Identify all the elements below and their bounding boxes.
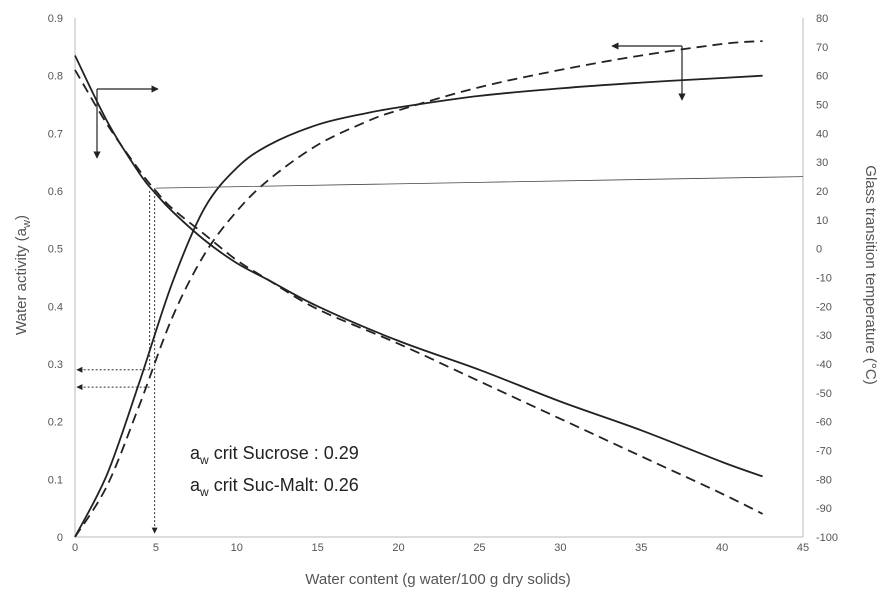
series-line-5-thin — [155, 176, 804, 189]
y2-tick-label: -80 — [816, 474, 832, 486]
annotation-sucrose-text: crit Sucrose : 0.29 — [209, 443, 359, 463]
series-group — [74, 40, 804, 538]
series-line-3-solid — [74, 55, 763, 478]
y2-tick-label: 50 — [816, 100, 828, 112]
y2-tick-label: -60 — [816, 417, 832, 429]
x-tick-label: 10 — [231, 542, 243, 554]
annotation-sucrose: aw crit Sucrose : 0.29 — [190, 443, 359, 467]
x-tick-label: 35 — [635, 542, 647, 554]
y-axis-title-sub: w — [21, 220, 33, 229]
y2-tick-label: -70 — [816, 446, 832, 458]
y-axis-title-close: ) — [13, 215, 30, 220]
y2-tick-label: -100 — [816, 532, 838, 544]
y2-tick-label: -30 — [816, 330, 832, 342]
y2-tick-label: -10 — [816, 273, 832, 285]
x-tick-label: 20 — [392, 542, 404, 554]
series-line-2-dashed — [74, 40, 763, 538]
guide-lines — [76, 188, 158, 534]
y2-tick-label: 70 — [816, 42, 828, 54]
x-tick-label: 25 — [473, 542, 485, 554]
y2-tick-label: 10 — [816, 215, 828, 227]
y2-tick-label: 0 — [816, 244, 822, 256]
annotation-suc-malt: aw crit Suc-Malt: 0.26 — [190, 475, 359, 499]
y2-tick-label: -20 — [816, 301, 832, 313]
x-tick-label: 5 — [153, 542, 159, 554]
y-tick-label: 0.8 — [48, 71, 63, 83]
annotation-suc-malt-sub: w — [199, 485, 209, 499]
x-axis-title: Water content (g water/100 g dry solids) — [305, 571, 570, 588]
y-tick-label: 0 — [57, 532, 63, 544]
y-axis-title: Water activity (aw) — [13, 215, 33, 335]
annotation-suc-malt-text: crit Suc-Malt: 0.26 — [209, 475, 359, 495]
y2-tick-label: -40 — [816, 359, 832, 371]
axis-arrows — [93, 42, 686, 159]
axes — [74, 18, 804, 538]
y2-ticks: -100-90-80-70-60-50-40-30-20-10010203040… — [816, 13, 838, 544]
y-tick-label: 0.6 — [48, 186, 63, 198]
y2-tick-label: -50 — [816, 388, 832, 400]
y-tick-label: 0.9 — [48, 13, 63, 25]
annotation-sucrose-sub: w — [199, 453, 209, 467]
y2-tick-label: -90 — [816, 503, 832, 515]
y2-tick-label: 30 — [816, 157, 828, 169]
y-tick-label: 0.1 — [48, 474, 63, 486]
x-tick-label: 45 — [797, 542, 809, 554]
y-tick-label: 0.3 — [48, 359, 63, 371]
y2-tick-label: 40 — [816, 128, 828, 140]
x-ticks: 0 5 10 15 20 25 30 35 40 45 — [72, 542, 809, 554]
x-tick-label: 15 — [312, 542, 324, 554]
y2-axis-title: Glass transition temperature (°C) — [862, 165, 879, 384]
x-tick-label: 0 — [72, 542, 78, 554]
y2-tick-label: 60 — [816, 71, 828, 83]
x-tick-label: 40 — [716, 542, 728, 554]
series-line-1-solid — [74, 74, 763, 538]
y2-tick-label: 80 — [816, 13, 828, 25]
series-line-4-dashed — [74, 69, 763, 515]
y-tick-label: 0.2 — [48, 417, 63, 429]
y-tick-label: 0.7 — [48, 128, 63, 140]
y-ticks: 0 0.1 0.2 0.3 0.4 0.5 0.6 0.7 0.8 0.9 — [48, 13, 63, 544]
y-tick-label: 0.5 — [48, 244, 63, 256]
x-tick-label: 30 — [554, 542, 566, 554]
y-tick-label: 0.4 — [48, 301, 63, 313]
y2-tick-label: 20 — [816, 186, 828, 198]
